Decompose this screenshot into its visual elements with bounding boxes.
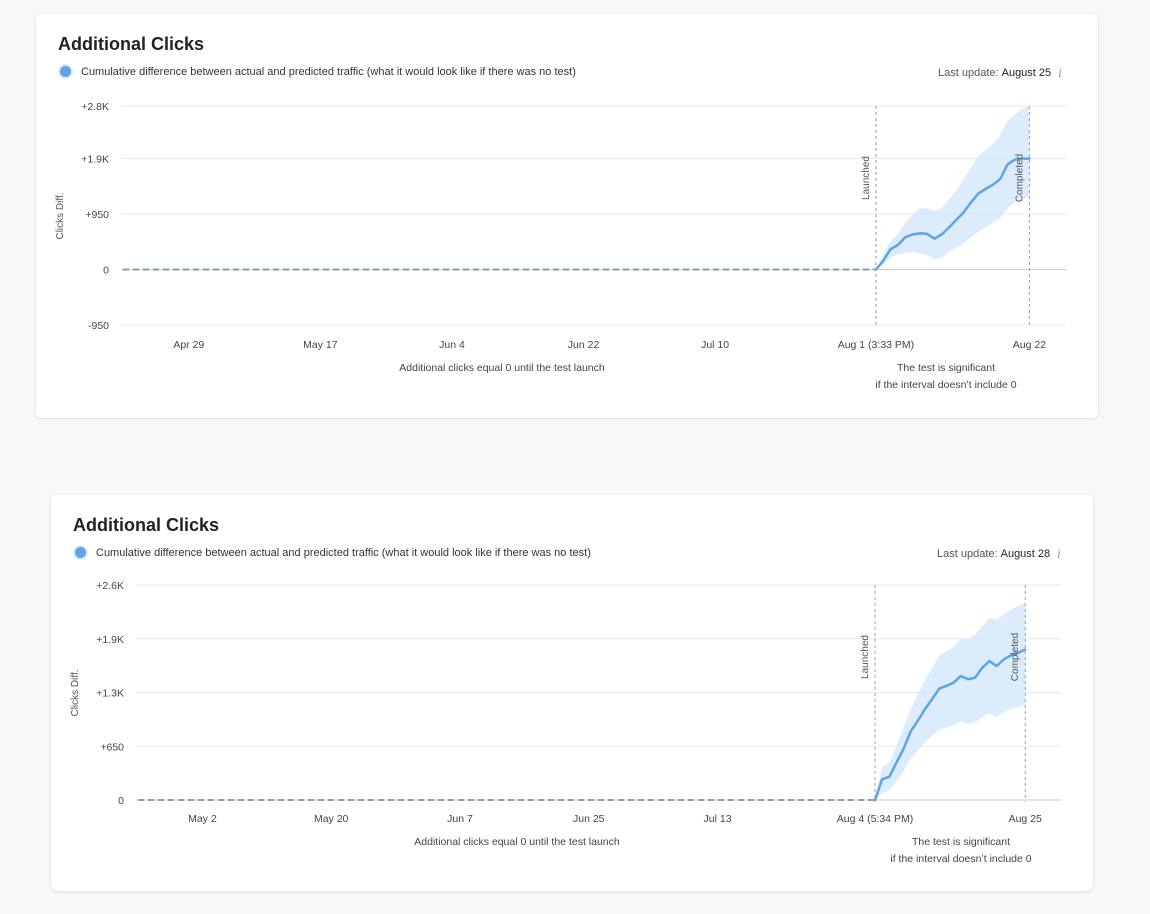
marker-label: Completed (1014, 154, 1025, 202)
significance-note-line-1: The test is significant (896, 362, 996, 374)
zero-note: Additional clicks equal 0 until the test… (414, 836, 620, 848)
confidence-band (875, 106, 1030, 270)
y-tick-label: +650 (100, 741, 124, 753)
x-tick-label: Apr 29 (173, 339, 204, 351)
zero-note: Additional clicks equal 0 until the test… (399, 362, 605, 374)
legend-dot-icon (73, 545, 88, 560)
legend-text: Cumulative difference between actual and… (96, 546, 591, 559)
x-tick-label: May 17 (303, 339, 338, 351)
y-tick-label: -950 (88, 320, 109, 332)
x-tick-label: Jun 25 (573, 813, 605, 825)
last-update: Last update: August 28 i (937, 547, 1061, 561)
y-tick-label: +1.9K (96, 634, 124, 646)
y-tick-label: 0 (118, 795, 124, 807)
x-tick-label: Aug 25 (1009, 813, 1042, 825)
y-tick-label: +2.6K (96, 580, 124, 592)
series-line (873, 648, 1027, 802)
series-line (874, 157, 1031, 271)
x-tick-label: Jun 7 (447, 813, 473, 825)
legend-text: Cumulative difference between actual and… (81, 65, 576, 78)
x-tick-label: Aug 22 (1013, 339, 1046, 351)
y-tick-label: +1.3K (96, 688, 124, 700)
legend[interactable]: Cumulative difference between actual and… (58, 64, 576, 79)
y-tick-label: 0 (103, 265, 109, 277)
x-tick-label: Aug 4 (5:34 PM) (837, 813, 913, 825)
y-axis-label: Clicks Diff. (70, 669, 81, 716)
y-tick-label: +1.9K (81, 154, 109, 166)
additional-clicks-chart: +2.6K +1.9K +1.3K +650 0 Clicks Diff. May 2 May… (70, 580, 1061, 825)
marker-label: Launched (860, 635, 871, 679)
legend-dot-icon (58, 64, 73, 79)
additional-clicks-card-2: Additional Clicks Cumulative difference … (51, 495, 1093, 891)
legend[interactable]: Cumulative difference between actual and… (73, 545, 591, 560)
significance-note: The test is significant if the interval … (871, 834, 1051, 868)
confidence-band (875, 603, 1026, 800)
last-update: Last update: August 25 i (938, 66, 1062, 80)
last-update-label: Last update: (937, 548, 998, 560)
y-axis-label: Clicks Diff. (55, 192, 66, 239)
marker-label: Completed (1010, 633, 1021, 681)
card-title: Additional Clicks (58, 34, 205, 54)
significance-note: The test is significant if the interval … (856, 360, 1036, 394)
info-icon[interactable]: i (1057, 547, 1061, 561)
x-tick-label: May 20 (314, 813, 349, 825)
last-update-value: August 25 (1001, 67, 1052, 79)
marker-label: Launched (861, 156, 872, 200)
x-tick-label: Jun 22 (568, 339, 600, 351)
additional-clicks-chart: +2.8K +1.9K +950 0 -950 Clicks Diff. Apr 29 May… (55, 101, 1066, 351)
significance-note-line-2: if the interval doesn’t include 0 (875, 379, 1017, 391)
x-tick-label: May 2 (188, 813, 217, 825)
last-update-label: Last update: (938, 67, 999, 79)
x-tick-label: Jun 4 (439, 339, 465, 351)
card-title: Additional Clicks (73, 515, 220, 535)
x-tick-label: Aug 1 (3:33 PM) (838, 339, 914, 351)
x-tick-label: Jul 13 (704, 813, 732, 825)
y-tick-label: +2.8K (81, 101, 109, 113)
info-icon[interactable]: i (1058, 66, 1062, 80)
significance-note-line-2: if the interval doesn’t include 0 (890, 853, 1032, 865)
x-tick-label: Jul 10 (701, 339, 729, 351)
significance-note-line-1: The test is significant (911, 836, 1011, 848)
y-tick-label: +950 (85, 209, 109, 221)
last-update-value: August 28 (1000, 548, 1051, 560)
additional-clicks-card-1: Additional Clicks Cumulative difference … (36, 14, 1098, 418)
